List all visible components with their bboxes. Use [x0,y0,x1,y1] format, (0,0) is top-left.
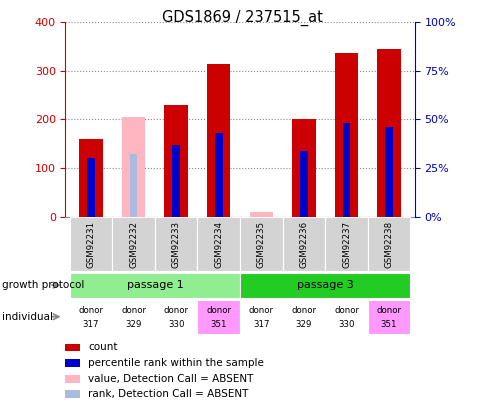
Bar [87,158,95,217]
Bar [79,139,103,217]
Text: donor: donor [248,306,273,315]
Bar [240,217,282,271]
Text: GSM92238: GSM92238 [384,220,393,268]
Bar [367,217,409,271]
Bar [65,390,80,398]
Text: GSM92235: GSM92235 [257,220,265,268]
Text: donor: donor [376,306,401,315]
Text: 317: 317 [253,320,269,329]
Text: 330: 330 [338,320,354,329]
Bar [249,212,272,217]
Bar [377,49,400,217]
Bar [112,217,154,271]
Bar [282,300,325,334]
Bar [300,151,307,217]
Bar [70,300,112,334]
Bar [384,127,392,217]
Bar [367,300,409,334]
Text: rank, Detection Call = ABSENT: rank, Detection Call = ABSENT [88,389,248,399]
Bar [154,217,197,271]
Text: GSM92233: GSM92233 [171,220,181,268]
Text: donor: donor [121,306,146,315]
Text: count: count [88,343,118,352]
Bar [334,53,358,217]
Text: GSM92237: GSM92237 [341,220,350,268]
Bar [240,273,409,298]
Text: GSM92234: GSM92234 [214,220,223,268]
Text: 329: 329 [125,320,141,329]
Text: donor: donor [78,306,103,315]
Bar [342,124,349,217]
Text: donor: donor [206,306,231,315]
Text: passage 3: passage 3 [296,280,353,290]
Bar [325,300,367,334]
Bar [292,119,315,217]
Bar [70,217,112,271]
Text: value, Detection Call = ABSENT: value, Detection Call = ABSENT [88,374,253,384]
Bar [325,217,367,271]
Text: growth protocol: growth protocol [2,280,85,290]
Bar [240,300,282,334]
Bar [172,145,180,217]
Text: 351: 351 [380,320,396,329]
Text: donor: donor [291,306,316,315]
Text: 317: 317 [83,320,99,329]
Bar [121,117,145,217]
Text: 330: 330 [167,320,184,329]
Bar [197,217,240,271]
Bar [70,273,240,298]
Text: 329: 329 [295,320,312,329]
Text: passage 1: passage 1 [126,280,183,290]
Text: 351: 351 [210,320,227,329]
Bar [214,133,222,217]
Bar [65,359,80,367]
Bar [65,375,80,382]
Text: donor: donor [164,306,188,315]
Text: GSM92232: GSM92232 [129,220,138,268]
Text: GSM92236: GSM92236 [299,220,308,268]
Bar [164,105,187,217]
Bar [130,154,137,217]
Bar [207,64,230,217]
Text: percentile rank within the sample: percentile rank within the sample [88,358,263,368]
Text: donor: donor [333,306,358,315]
Text: individual: individual [2,312,53,322]
Bar [197,300,240,334]
Bar [112,300,154,334]
Text: GDS1869 / 237515_at: GDS1869 / 237515_at [162,10,322,26]
Bar [65,343,80,351]
Text: GSM92231: GSM92231 [86,220,95,268]
Bar [154,300,197,334]
Bar [282,217,325,271]
